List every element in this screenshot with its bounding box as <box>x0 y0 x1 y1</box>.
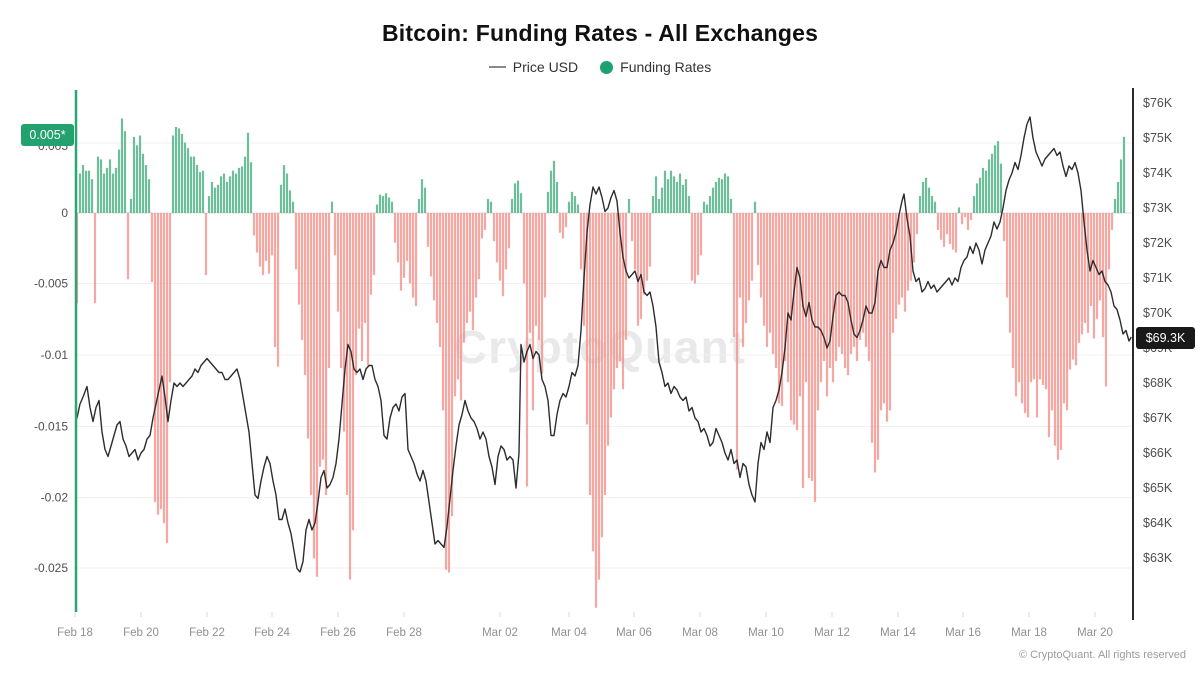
right-axis-labels: $76K$75K$74K$73K$72K$71K$70K$69K$68K$67K… <box>1143 96 1173 565</box>
svg-text:Feb 24: Feb 24 <box>254 627 290 639</box>
svg-text:Feb 18: Feb 18 <box>57 627 93 639</box>
svg-text:$65K: $65K <box>1143 481 1173 495</box>
svg-text:Mar 08: Mar 08 <box>682 627 718 639</box>
svg-text:$72K: $72K <box>1143 236 1173 250</box>
svg-text:-0.01: -0.01 <box>41 348 69 362</box>
x-axis-labels: Feb 18 Feb 20 Feb 22 Feb 24 Feb 26 Feb 28 Mar … <box>57 612 1113 639</box>
svg-text:Mar 18: Mar 18 <box>1011 627 1047 639</box>
svg-text:Mar 10: Mar 10 <box>748 627 784 639</box>
price-line-swatch-icon <box>488 66 506 68</box>
svg-text:$66K: $66K <box>1143 446 1173 460</box>
svg-text:Mar 16: Mar 16 <box>945 627 981 639</box>
svg-text:$74K: $74K <box>1143 166 1173 180</box>
svg-text:$76K: $76K <box>1143 96 1173 110</box>
legend-item-funding[interactable]: Funding Rates <box>600 59 711 75</box>
svg-text:Feb 26: Feb 26 <box>320 627 356 639</box>
svg-text:Feb 22: Feb 22 <box>189 627 225 639</box>
svg-text:Mar 12: Mar 12 <box>814 627 850 639</box>
svg-text:Mar 14: Mar 14 <box>880 627 916 639</box>
svg-text:-0.02: -0.02 <box>41 491 69 505</box>
svg-text:$75K: $75K <box>1143 131 1173 145</box>
svg-text:$67K: $67K <box>1143 411 1173 425</box>
svg-text:0: 0 <box>61 206 68 220</box>
svg-text:Mar 04: Mar 04 <box>551 627 587 639</box>
current-price-badge: $69.3K <box>1136 327 1195 349</box>
svg-text:Mar 02: Mar 02 <box>482 627 518 639</box>
legend-funding-label: Funding Rates <box>620 59 712 75</box>
funding-axis-max-badge: 0.005* <box>21 124 74 146</box>
svg-text:$63K: $63K <box>1143 551 1173 565</box>
svg-text:Mar 06: Mar 06 <box>616 627 652 639</box>
svg-text:$68K: $68K <box>1143 376 1173 390</box>
svg-text:-0.015: -0.015 <box>34 420 68 434</box>
legend-item-price[interactable]: Price USD <box>488 59 579 75</box>
svg-text:Feb 28: Feb 28 <box>386 627 422 639</box>
svg-text:-0.025: -0.025 <box>34 561 68 575</box>
svg-text:$71K: $71K <box>1143 271 1173 285</box>
svg-text:$70K: $70K <box>1143 306 1173 320</box>
svg-text:$73K: $73K <box>1143 201 1173 215</box>
legend: Price USD Funding Rates <box>0 59 1200 75</box>
svg-text:$64K: $64K <box>1143 516 1173 530</box>
legend-price-label: Price USD <box>512 59 579 75</box>
price-line <box>76 116 1132 573</box>
svg-text:-0.005: -0.005 <box>34 277 68 291</box>
page-title: Bitcoin: Funding Rates - All Exchanges <box>381 20 819 46</box>
funding-dot-icon <box>600 60 614 74</box>
copyright-notice: © CryptoQuant. All rights reserved <box>1018 649 1186 661</box>
svg-text:Feb 20: Feb 20 <box>123 627 159 639</box>
svg-text:Mar 20: Mar 20 <box>1077 627 1113 639</box>
